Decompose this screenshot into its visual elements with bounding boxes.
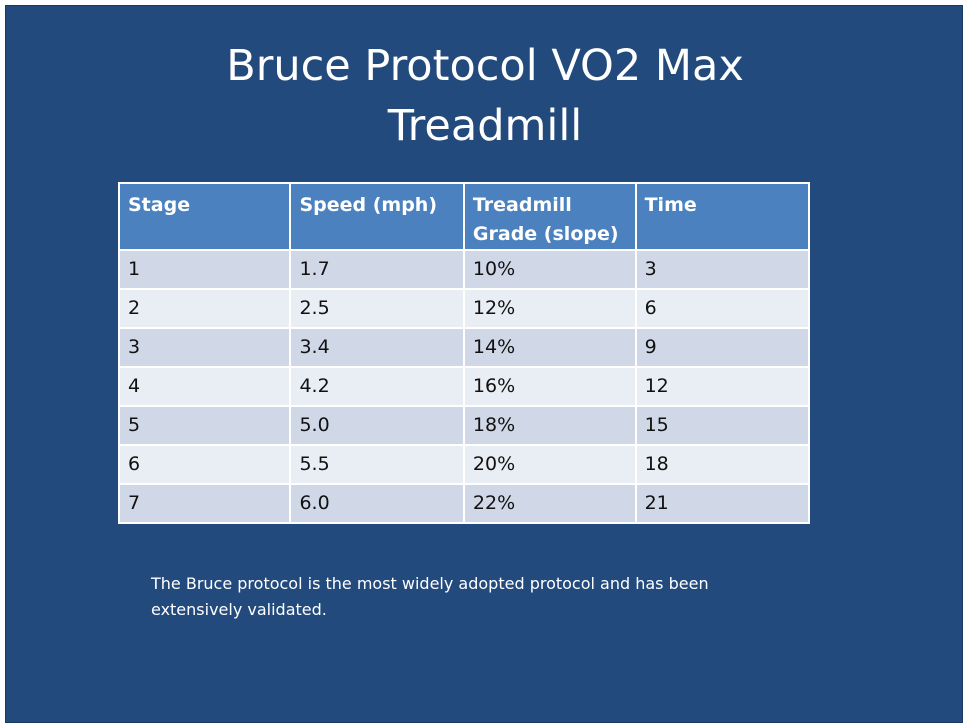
slide: Bruce Protocol VO2 Max Treadmill Stage S… [5, 5, 963, 723]
cell-time: 3 [634, 249, 811, 290]
table-header-row: Stage Speed (mph) Treadmill Grade (slope… [117, 182, 811, 251]
cell-stage: 6 [117, 444, 292, 485]
cell-stage: 3 [117, 327, 292, 368]
cell-grade: 18% [462, 405, 637, 446]
cell-speed: 5.0 [289, 405, 465, 446]
cell-speed: 5.5 [289, 444, 465, 485]
header-grade: Treadmill Grade (slope) [462, 182, 637, 251]
slide-title: Bruce Protocol VO2 Max Treadmill [6, 36, 964, 156]
cell-time: 9 [634, 327, 811, 368]
footnote-text: The Bruce protocol is the most widely ad… [151, 574, 709, 619]
title-line-1: Bruce Protocol VO2 Max [226, 41, 744, 91]
cell-speed: 6.0 [289, 483, 465, 524]
cell-speed: 3.4 [289, 327, 465, 368]
header-stage: Stage [117, 182, 292, 251]
cell-stage: 1 [117, 249, 292, 290]
table-row: 2 2.5 12% 6 [117, 288, 811, 329]
cell-speed: 4.2 [289, 366, 465, 407]
cell-grade: 14% [462, 327, 637, 368]
title-line-2: Treadmill [387, 101, 583, 151]
table-row: 6 5.5 20% 18 [117, 444, 811, 485]
table-row: 3 3.4 14% 9 [117, 327, 811, 368]
cell-speed: 1.7 [289, 249, 465, 290]
cell-grade: 22% [462, 483, 637, 524]
cell-grade: 10% [462, 249, 637, 290]
cell-grade: 12% [462, 288, 637, 329]
bruce-protocol-table: Stage Speed (mph) Treadmill Grade (slope… [117, 182, 811, 524]
cell-stage: 4 [117, 366, 292, 407]
header-time: Time [634, 182, 811, 251]
table-row: 1 1.7 10% 3 [117, 249, 811, 290]
cell-time: 21 [634, 483, 811, 524]
table-row: 7 6.0 22% 21 [117, 483, 811, 524]
cell-speed: 2.5 [289, 288, 465, 329]
table-row: 5 5.0 18% 15 [117, 405, 811, 446]
cell-time: 15 [634, 405, 811, 446]
cell-grade: 20% [462, 444, 637, 485]
cell-stage: 5 [117, 405, 292, 446]
header-speed: Speed (mph) [289, 182, 465, 251]
cell-grade: 16% [462, 366, 637, 407]
cell-stage: 2 [117, 288, 292, 329]
cell-stage: 7 [117, 483, 292, 524]
cell-time: 12 [634, 366, 811, 407]
cell-time: 18 [634, 444, 811, 485]
cell-time: 6 [634, 288, 811, 329]
table-row: 4 4.2 16% 12 [117, 366, 811, 407]
